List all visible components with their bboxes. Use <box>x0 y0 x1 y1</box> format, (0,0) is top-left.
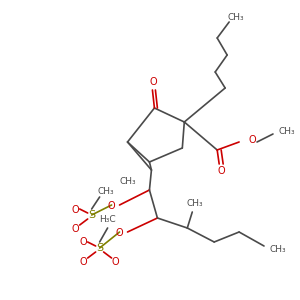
Text: CH₃: CH₃ <box>279 128 296 136</box>
Text: CH₃: CH₃ <box>119 178 136 187</box>
Text: O: O <box>150 77 157 87</box>
Text: O: O <box>72 205 80 215</box>
Text: CH₃: CH₃ <box>228 14 244 22</box>
Text: O: O <box>218 166 225 176</box>
Text: O: O <box>112 257 119 267</box>
Text: CH₃: CH₃ <box>187 200 204 208</box>
Text: S: S <box>88 210 95 220</box>
Text: O: O <box>116 228 123 238</box>
Text: CH₃: CH₃ <box>97 187 114 196</box>
Text: O: O <box>72 224 80 234</box>
Text: S: S <box>96 243 103 253</box>
Text: CH₃: CH₃ <box>270 245 286 254</box>
Text: O: O <box>248 135 256 145</box>
Text: O: O <box>80 257 88 267</box>
Text: O: O <box>80 237 88 247</box>
Text: O: O <box>108 201 116 211</box>
Text: H₃C: H₃C <box>99 215 116 224</box>
